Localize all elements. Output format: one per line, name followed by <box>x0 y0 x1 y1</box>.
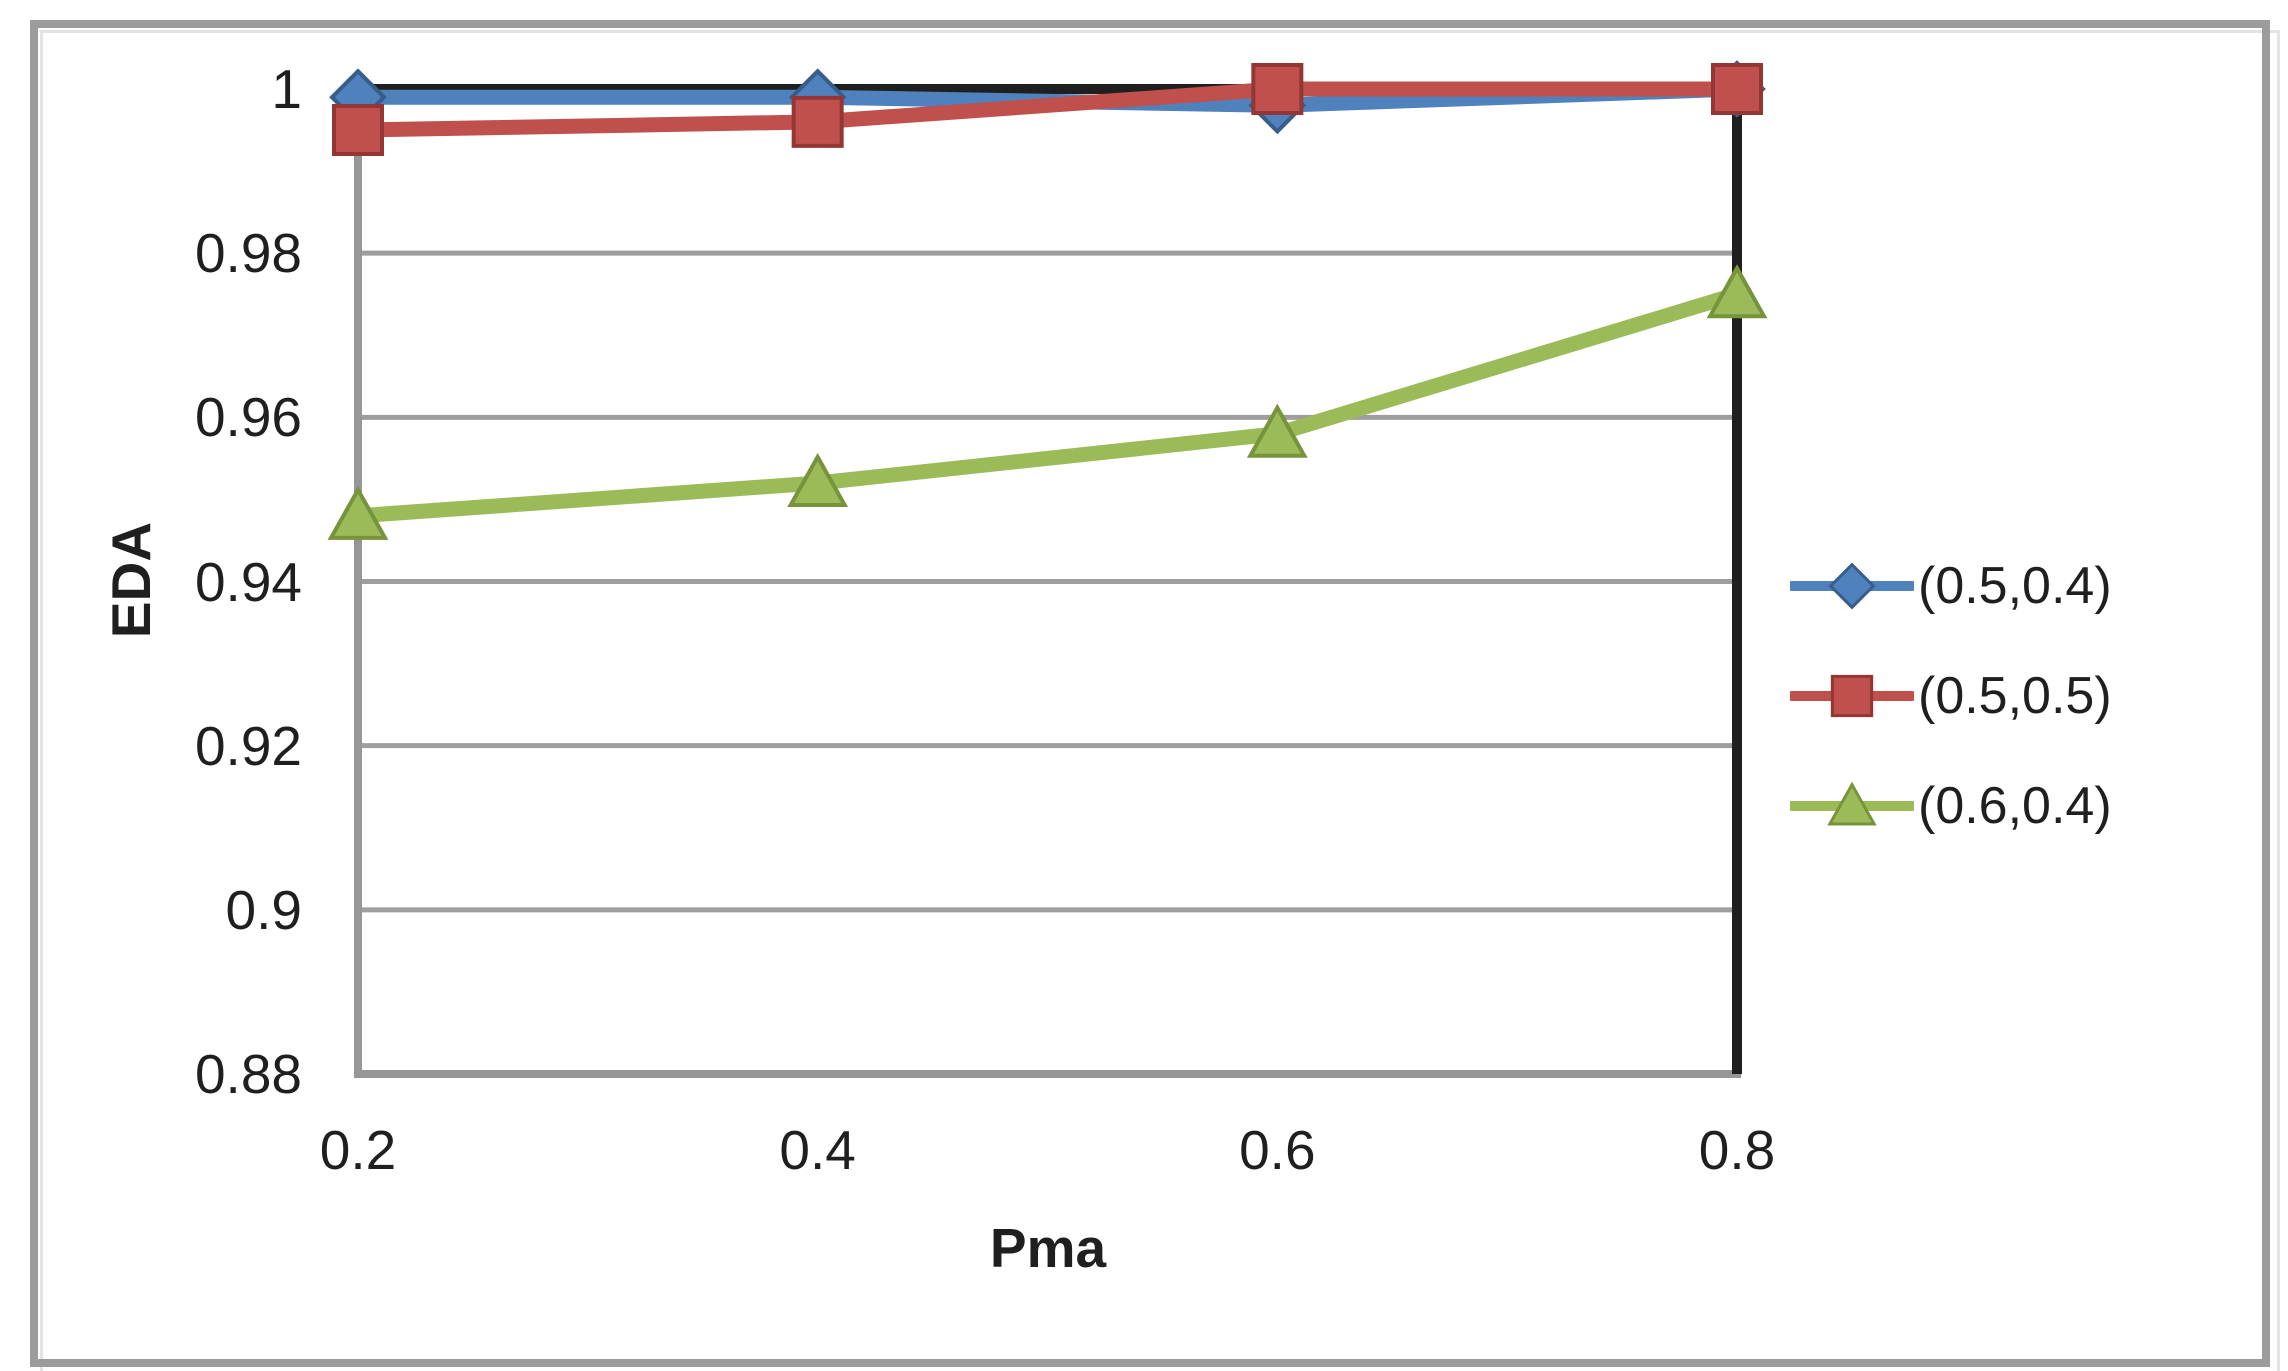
x-axis-title: Pma <box>989 1217 1107 1279</box>
triangle-marker-icon <box>1706 264 1768 319</box>
y-tick-label: 0.98 <box>194 222 302 285</box>
y-tick-label: 0.88 <box>194 1043 302 1105</box>
square-marker-icon <box>332 104 384 157</box>
square-marker-icon <box>791 95 844 148</box>
legend-item: (0.5,0.5) <box>1790 650 2112 742</box>
y-tick-label: 0.9 <box>225 878 302 941</box>
triangle-marker-icon <box>787 452 849 507</box>
legend-item: (0.6,0.4) <box>1790 760 2112 852</box>
legend-item: (0.5,0.4) <box>1790 540 2112 632</box>
y-tick-label: 0.96 <box>194 386 302 449</box>
x-tick-label: 0.4 <box>779 1119 856 1181</box>
legend-diamond-marker-icon <box>1790 556 1914 616</box>
legend-label: (0.5,0.4) <box>1918 557 2112 615</box>
y-tick-label: 0.92 <box>194 714 302 777</box>
series-line <box>350 286 1745 524</box>
legend-label: (0.6,0.4) <box>1918 777 2112 835</box>
y-tick-label: 0.94 <box>194 550 302 613</box>
square-marker-icon <box>1711 63 1763 115</box>
legend: (0.5,0.4) (0.5,0.5) (0.6,0.4) <box>1790 540 2112 870</box>
triangle-marker-icon <box>1246 403 1308 458</box>
legend-square-marker-icon <box>1790 666 1914 726</box>
chart-frame <box>30 20 2270 1367</box>
square-marker-icon <box>1251 63 1304 115</box>
legend-label: (0.5,0.5) <box>1918 667 2112 725</box>
series-line <box>350 81 1745 138</box>
triangle-marker-icon <box>327 485 389 540</box>
x-tick-label: 0.8 <box>1698 1119 1776 1181</box>
frame-shadow <box>40 30 2280 1371</box>
legend-triangle-marker-icon <box>1790 776 1914 836</box>
y-tick-label: 1 <box>271 58 302 120</box>
x-tick-label: 0.6 <box>1239 1119 1316 1181</box>
y-axis-title: EDA <box>100 521 162 639</box>
x-tick-label: 0.2 <box>319 1119 397 1181</box>
